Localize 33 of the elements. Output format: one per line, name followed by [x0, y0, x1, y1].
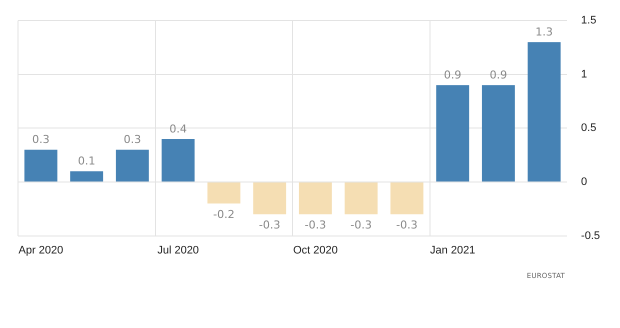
data-label: 1.3: [535, 25, 553, 38]
bar: [24, 150, 58, 182]
bar: [436, 85, 470, 182]
y-tick-label: 1: [581, 68, 588, 80]
data-label: 0.9: [490, 68, 508, 82]
data-label: -0.3: [304, 218, 326, 232]
y-tick-label: 0.5: [581, 122, 596, 134]
x-tick-label: Jan 2021: [430, 244, 476, 256]
bar: [390, 182, 424, 214]
data-label: 0.3: [124, 133, 142, 146]
x-tick-label: Oct 2020: [293, 244, 338, 256]
bar: [116, 150, 149, 182]
bar: [344, 182, 378, 214]
data-label: -0.3: [396, 218, 418, 232]
data-label: 0.3: [32, 133, 50, 146]
data-label: 0.4: [169, 122, 187, 136]
bar: [162, 138, 195, 182]
data-label: -0.2: [213, 208, 235, 221]
y-tick-label: -0.5: [581, 230, 600, 242]
x-tick-label: Apr 2020: [18, 244, 64, 256]
bar: [482, 85, 515, 182]
data-label: -0.3: [350, 218, 372, 232]
bar: [207, 182, 240, 204]
bar: [528, 42, 561, 182]
bar: [298, 182, 332, 214]
bar: [253, 182, 286, 214]
data-label: 0.1: [78, 154, 96, 168]
y-tick-label: 1.5: [581, 14, 596, 27]
bar: [70, 171, 104, 182]
data-label: 0.9: [444, 68, 462, 82]
data-label: -0.3: [258, 218, 280, 232]
x-tick-label: Jul 2020: [157, 244, 199, 256]
y-tick-label: 0: [581, 176, 588, 188]
